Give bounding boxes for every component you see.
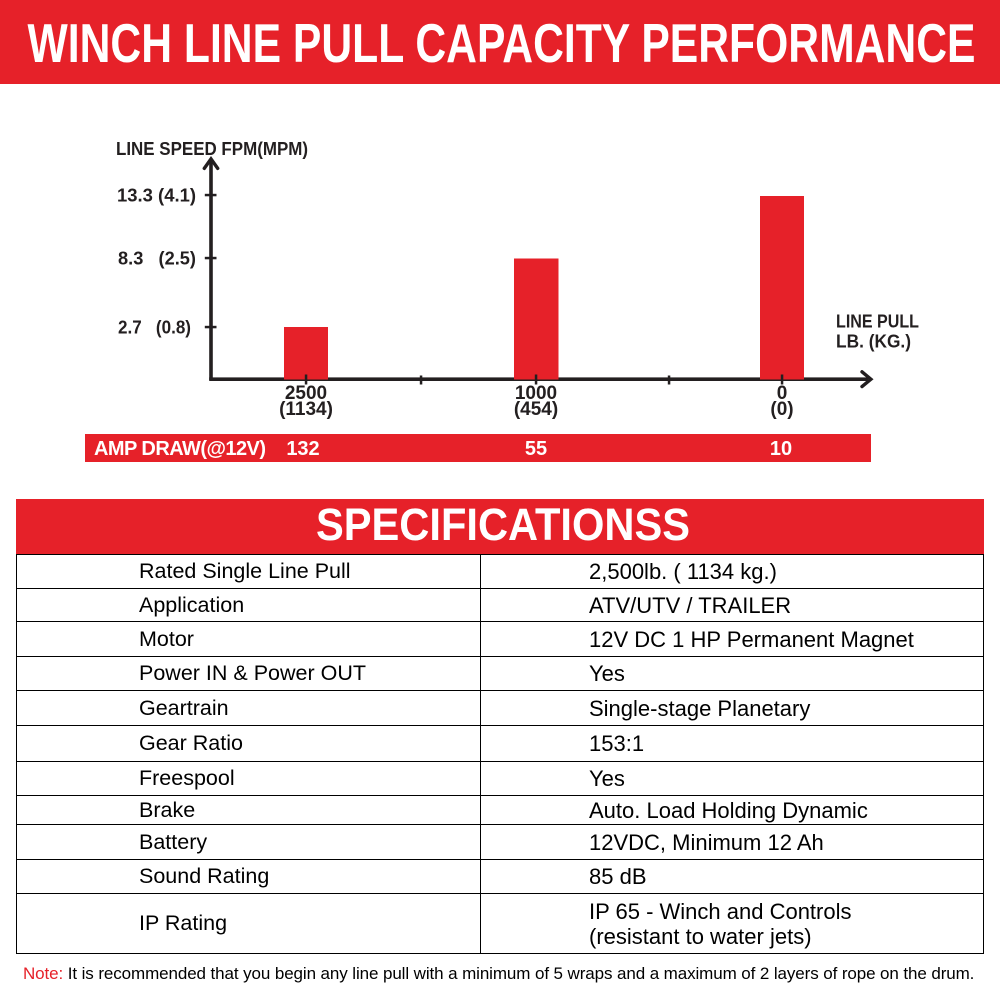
- svg-text:0: 0: [777, 383, 788, 404]
- svg-text:LINE SPEED FPM(MPM): LINE SPEED FPM(MPM): [116, 138, 308, 159]
- svg-text:LB. (KG.): LB. (KG.): [836, 332, 911, 352]
- svg-text:(0): (0): [770, 399, 793, 420]
- svg-text:2.7 (0.8): 2.7 (0.8): [118, 317, 191, 338]
- svg-text:(454): (454): [514, 399, 558, 420]
- svg-text:10: 10: [770, 438, 792, 460]
- svg-text:AMP DRAW(@12V): AMP DRAW(@12V): [94, 438, 266, 460]
- svg-text:13.3 (4.1): 13.3 (4.1): [117, 185, 196, 206]
- svg-text:WINCH LINE PULL CAPACITY PERFO: WINCH LINE PULL CAPACITY PERFORMANCE: [28, 12, 976, 74]
- svg-text:2500: 2500: [285, 383, 327, 404]
- svg-text:LINE PULL: LINE PULL: [836, 312, 919, 332]
- svg-text:8.3 (2.5): 8.3 (2.5): [118, 248, 196, 269]
- svg-text:55: 55: [525, 438, 547, 460]
- svg-text:1000: 1000: [515, 383, 557, 404]
- svg-text:(1134): (1134): [279, 399, 333, 420]
- svg-text:SPECIFICATIONSS: SPECIFICATIONSS: [316, 499, 690, 550]
- svg-text:132: 132: [286, 438, 319, 460]
